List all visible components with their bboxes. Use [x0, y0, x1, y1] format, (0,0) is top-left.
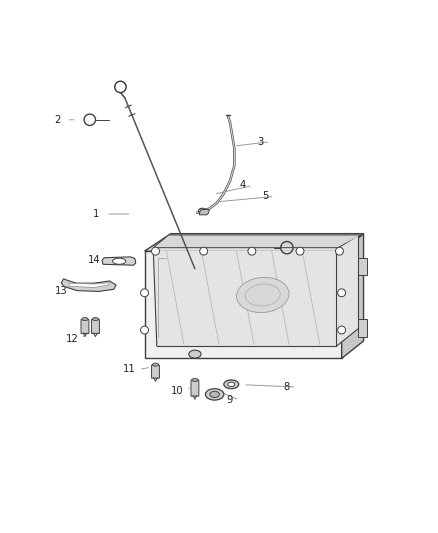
Text: 11: 11 [123, 365, 136, 374]
Polygon shape [61, 279, 116, 292]
Polygon shape [153, 235, 361, 248]
Ellipse shape [192, 378, 198, 382]
Circle shape [141, 289, 148, 297]
Text: 5: 5 [262, 191, 268, 201]
Text: 7: 7 [347, 321, 353, 330]
FancyBboxPatch shape [191, 380, 199, 396]
Circle shape [200, 247, 208, 255]
Text: 4: 4 [240, 181, 246, 190]
Ellipse shape [82, 318, 88, 320]
Ellipse shape [113, 258, 126, 264]
Ellipse shape [205, 389, 224, 400]
Polygon shape [145, 233, 364, 251]
Ellipse shape [210, 391, 219, 398]
Ellipse shape [224, 380, 239, 389]
Ellipse shape [228, 382, 235, 386]
Text: 6: 6 [299, 237, 305, 247]
Text: 8: 8 [284, 382, 290, 392]
FancyBboxPatch shape [92, 319, 99, 334]
Polygon shape [153, 236, 358, 346]
Circle shape [338, 289, 346, 297]
Polygon shape [69, 282, 110, 287]
Polygon shape [358, 258, 367, 275]
Ellipse shape [189, 350, 201, 358]
Circle shape [296, 247, 304, 255]
Text: 2: 2 [54, 115, 60, 125]
Text: 13: 13 [55, 286, 67, 296]
Text: 3: 3 [258, 136, 264, 147]
Polygon shape [145, 251, 342, 359]
Circle shape [152, 247, 159, 255]
Ellipse shape [237, 277, 289, 312]
Circle shape [248, 247, 256, 255]
Ellipse shape [198, 208, 206, 214]
Circle shape [141, 326, 148, 334]
Circle shape [338, 326, 346, 334]
Polygon shape [199, 209, 209, 215]
Ellipse shape [152, 363, 159, 366]
Circle shape [336, 247, 343, 255]
Text: 12: 12 [66, 334, 79, 344]
Polygon shape [342, 233, 364, 359]
Ellipse shape [92, 318, 99, 320]
Text: 14: 14 [88, 255, 100, 265]
Text: 1: 1 [93, 209, 99, 219]
Polygon shape [102, 257, 136, 265]
Text: 10: 10 [171, 386, 184, 397]
FancyBboxPatch shape [81, 319, 89, 334]
Polygon shape [358, 319, 367, 336]
FancyBboxPatch shape [152, 365, 159, 378]
Text: 9: 9 [227, 395, 233, 405]
